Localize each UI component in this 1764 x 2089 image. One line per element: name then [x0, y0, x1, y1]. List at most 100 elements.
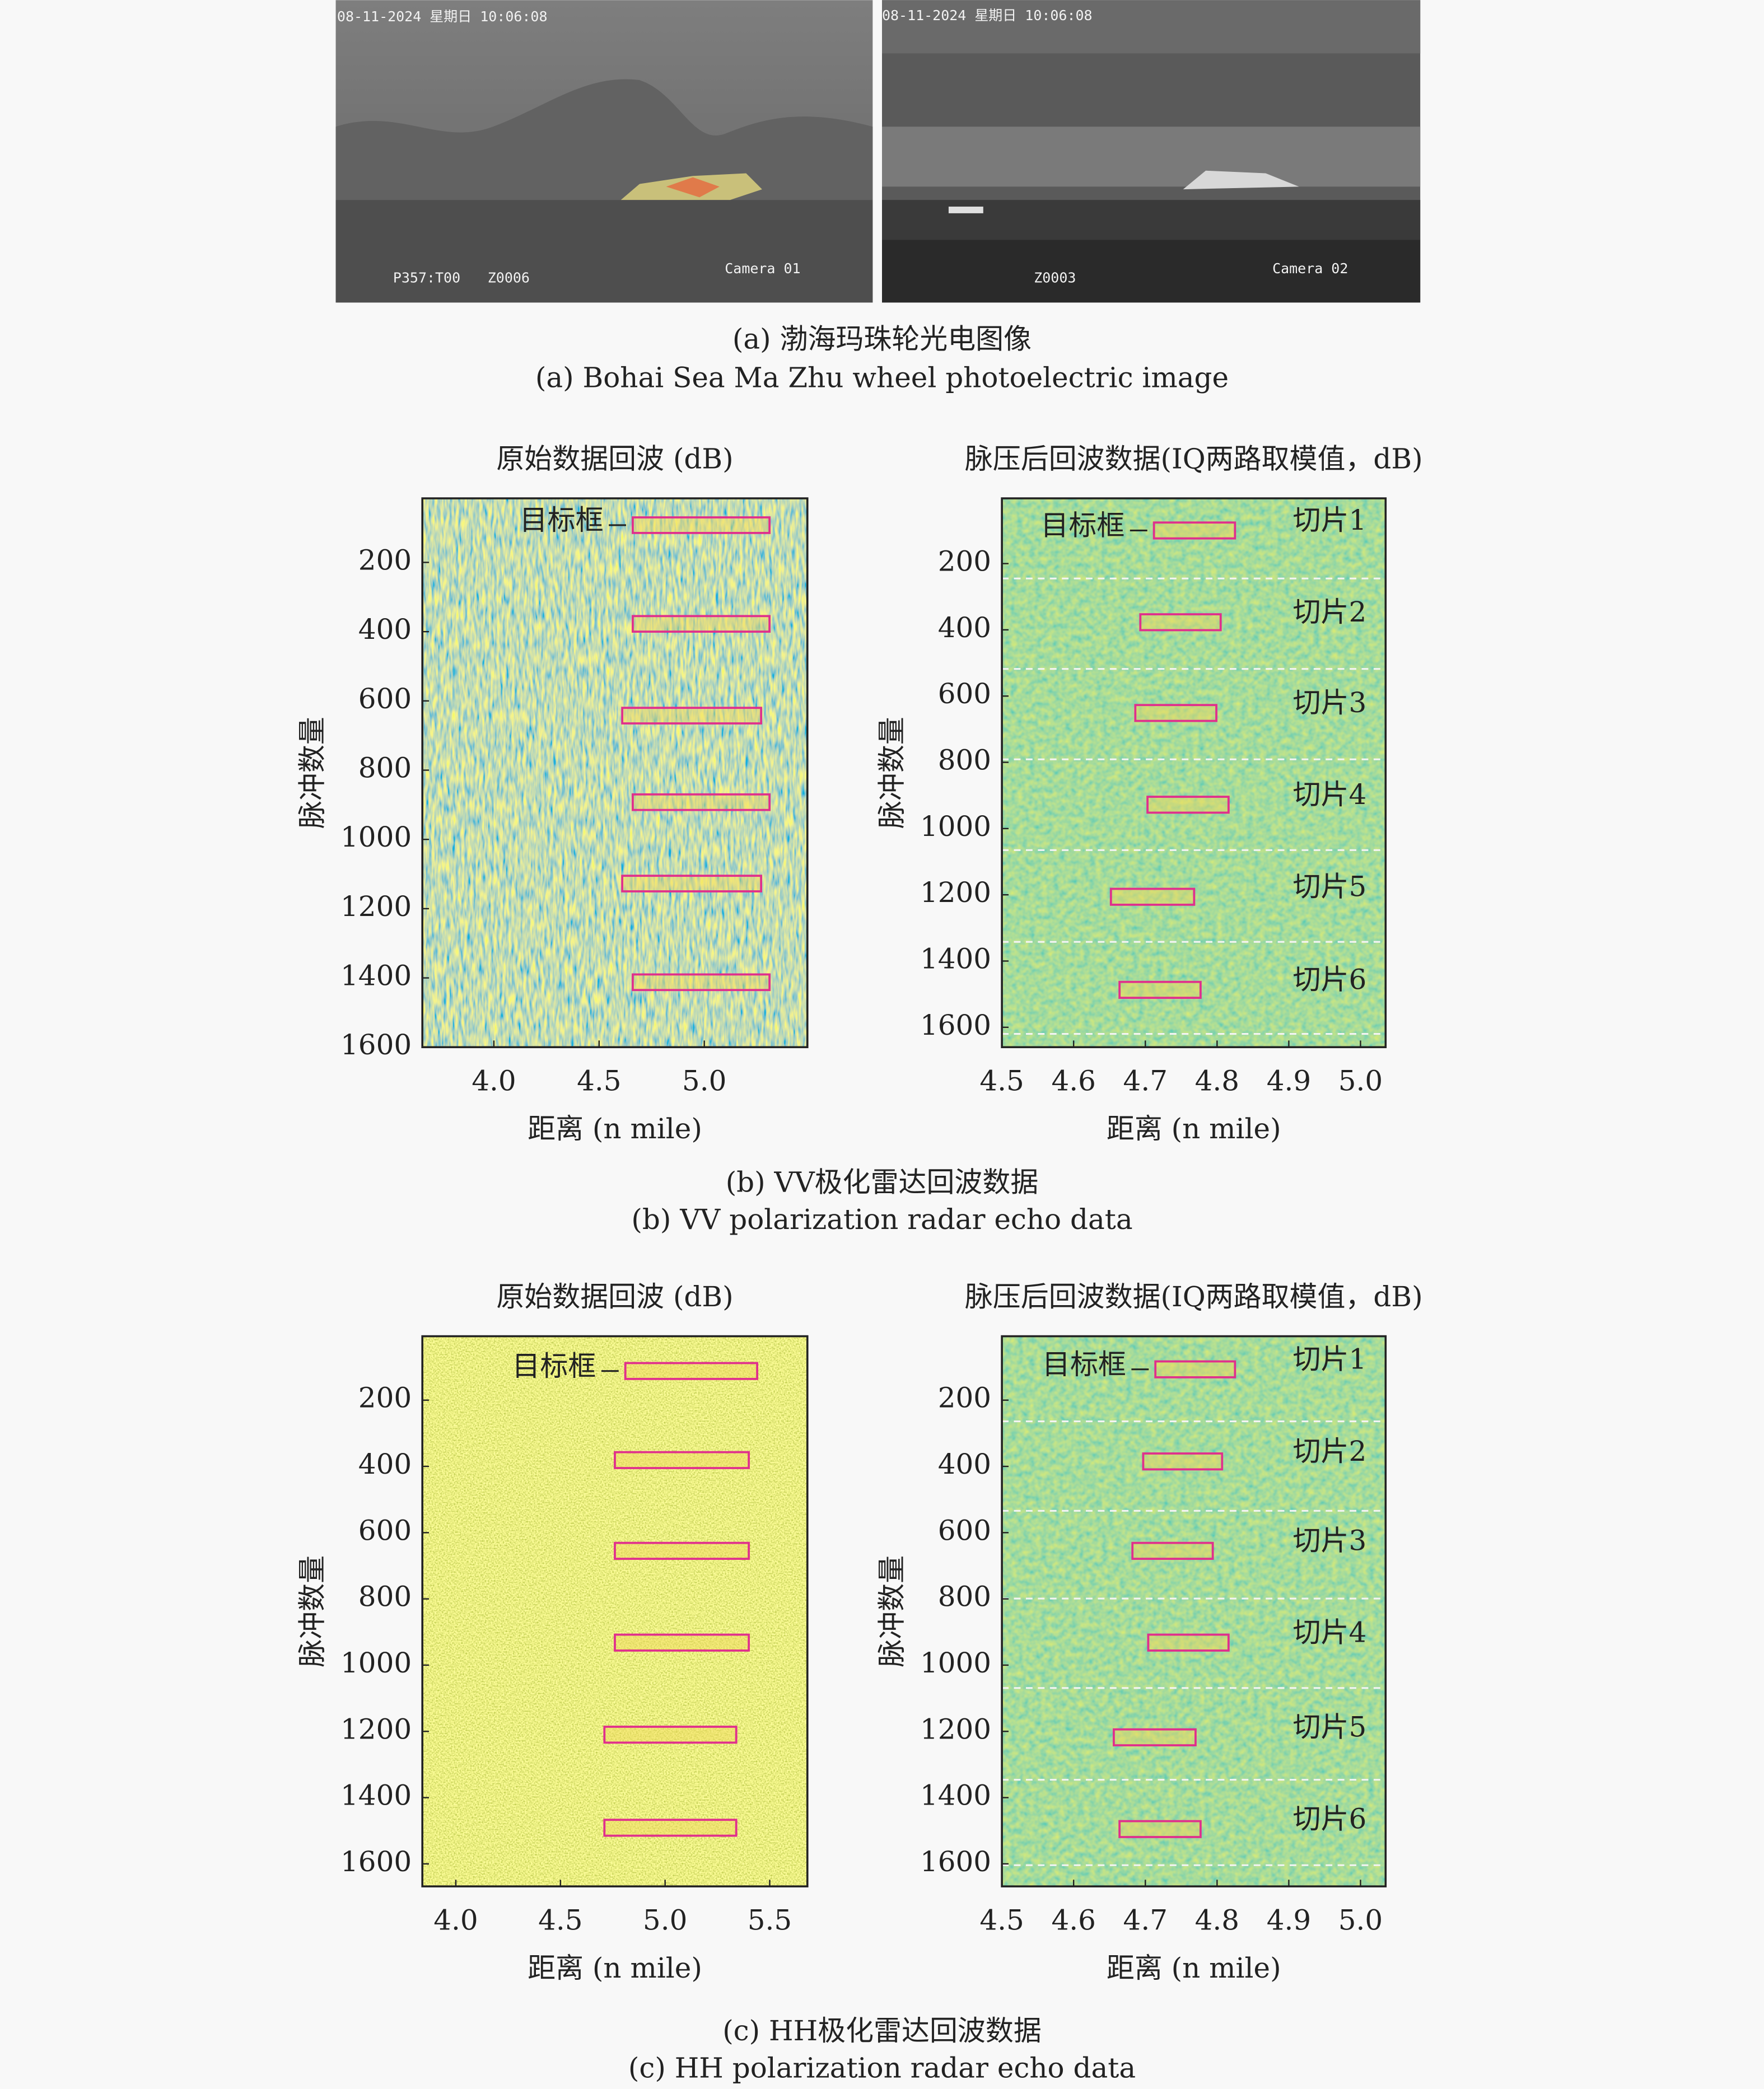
heatmap-texture [1002, 498, 1386, 1048]
x-tick-label: 4.7 [1123, 1904, 1168, 1936]
y-tick-label: 1000 [920, 810, 991, 843]
heatmap-texture [1002, 1336, 1386, 1887]
x-tick-label: 4.7 [1123, 1064, 1168, 1097]
caption: (a) 渤海玛珠轮光电图像 [732, 323, 1032, 355]
horizon-band [882, 127, 1421, 187]
boat [948, 207, 983, 213]
target-box [614, 1633, 750, 1652]
y-tick-label: 600 [358, 683, 412, 715]
heatmap-texture [422, 1336, 808, 1887]
y-axis-label: 脉冲数量 [296, 1555, 328, 1667]
y-tick-label: 1200 [340, 1713, 412, 1745]
y-tick-label: 1000 [340, 821, 412, 853]
y-tick-label: 400 [938, 1448, 991, 1480]
target-box [1142, 1452, 1224, 1471]
sky-band [882, 0, 1421, 54]
y-tick-label: 1200 [340, 890, 412, 923]
y-tick-label: 400 [358, 1448, 412, 1480]
y-tick-label: 1400 [920, 1779, 991, 1812]
x-axis-label: 距离 (n mile) [528, 1113, 702, 1145]
y-axis-label: 脉冲数量 [296, 717, 328, 829]
target-box [1131, 1541, 1214, 1560]
y-tick-label: 200 [358, 1382, 412, 1414]
y-tick-label: 200 [938, 1382, 991, 1414]
x-tick-label: 4.5 [979, 1064, 1024, 1097]
y-tick-label: 600 [358, 1514, 412, 1546]
annotation: 目标框 [1040, 510, 1124, 542]
mountains [335, 79, 873, 200]
panel-title: 原始数据回波 (dB) [496, 442, 733, 475]
target-box [614, 1541, 750, 1560]
x-tick-label: 4.8 [1195, 1064, 1239, 1097]
target-box [1154, 1360, 1236, 1378]
heatmap-texture [422, 498, 808, 1048]
x-tick-label: 4.6 [1051, 1064, 1095, 1097]
x-axis-label: 距离 (n mile) [1107, 1113, 1281, 1145]
target-box [603, 1819, 738, 1837]
ship [1183, 170, 1299, 190]
x-tick-label: 4.8 [1195, 1904, 1239, 1936]
caption: (b) VV polarization radar echo data [631, 1203, 1132, 1236]
y-tick-label: 400 [358, 613, 412, 646]
camera-code: Z0003 [1034, 269, 1076, 286]
target-box [632, 516, 771, 534]
y-tick-label: 600 [938, 677, 991, 710]
y-tick-label: 1200 [920, 1713, 991, 1745]
slice-label: 切片1 [1293, 1343, 1367, 1375]
slice-label: 切片3 [1293, 1525, 1367, 1557]
y-tick-label: 800 [938, 1581, 991, 1613]
slice-label: 切片6 [1293, 1803, 1367, 1835]
caption: (b) VV极化雷达回波数据 [726, 1166, 1039, 1198]
y-tick-label: 200 [358, 544, 412, 576]
target-box [632, 973, 771, 992]
sea-band [882, 240, 1421, 303]
timestamp: 08-11-2024 星期日 10:06:08 [882, 7, 1093, 24]
timestamp: 08-11-2024 星期日 10:06:08 [337, 8, 548, 25]
sea [335, 200, 873, 303]
x-tick-label: 5.0 [1338, 1064, 1383, 1097]
x-tick-label: 4.9 [1267, 1904, 1311, 1936]
camera-label: Camera 02 [1272, 260, 1348, 277]
plot-frame [1001, 497, 1387, 1049]
camera-code: P357:T00 [393, 269, 460, 286]
y-axis-label: 脉冲数量 [875, 1555, 908, 1667]
target-box [1139, 613, 1222, 632]
plot-frame [421, 1335, 809, 1887]
y-tick-label: 1000 [920, 1647, 991, 1679]
target-box [632, 615, 771, 633]
x-tick-label: 4.5 [577, 1064, 621, 1097]
slice-label: 切片2 [1293, 596, 1367, 628]
y-tick-label: 1600 [340, 1029, 412, 1061]
caption: (a) Bohai Sea Ma Zhu wheel photoelectric… [535, 361, 1229, 394]
target-box [1118, 980, 1202, 999]
annotation: 目标框 [512, 1350, 596, 1382]
y-tick-label: 1600 [920, 1009, 991, 1041]
panel-title: 脉压后回波数据(IQ两路取模值，dB) [965, 442, 1423, 475]
panel-title: 原始数据回波 (dB) [496, 1280, 733, 1313]
target-box [621, 707, 763, 725]
x-tick-label: 4.0 [472, 1064, 516, 1097]
y-tick-label: 1400 [340, 1779, 412, 1812]
camera-label: Camera 01 [725, 260, 800, 277]
target-box [1146, 796, 1230, 814]
panel-title: 脉压后回波数据(IQ两路取模值，dB) [965, 1280, 1423, 1313]
y-tick-label: 1400 [920, 942, 991, 975]
target-box [1109, 887, 1196, 906]
y-tick-label: 800 [358, 1581, 412, 1613]
slice-label: 切片6 [1293, 964, 1367, 996]
y-tick-label: 400 [938, 611, 991, 644]
x-tick-label: 5.5 [748, 1904, 792, 1936]
target-box [621, 875, 763, 892]
target-box [603, 1726, 738, 1744]
ship-detail [666, 177, 720, 198]
caption: (c) HH polarization radar echo data [628, 2051, 1136, 2084]
y-tick-label: 800 [358, 752, 412, 784]
slice-label: 切片5 [1293, 1711, 1367, 1744]
y-tick-label: 1400 [340, 960, 412, 992]
camera-code: Z0006 [488, 269, 530, 286]
x-tick-label: 5.0 [1338, 1904, 1383, 1936]
target-box [632, 793, 771, 811]
y-tick-label: 800 [938, 744, 991, 777]
